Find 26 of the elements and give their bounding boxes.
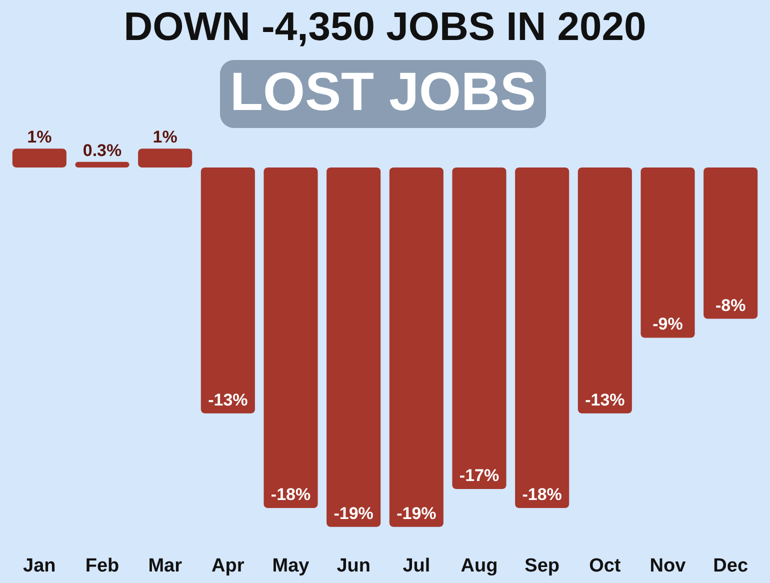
data-label: -18% bbox=[270, 484, 311, 504]
x-tick-label: Oct bbox=[589, 556, 622, 576]
data-label: -18% bbox=[522, 484, 562, 504]
x-tick-label: Nov bbox=[650, 556, 686, 576]
x-tick-label: Sep bbox=[524, 556, 560, 576]
data-label: -9% bbox=[652, 314, 683, 334]
chart-title: DOWN -4,350 JOBS IN 2020 bbox=[124, 5, 646, 49]
data-label: -13% bbox=[208, 390, 248, 410]
x-tick-label: May bbox=[272, 556, 310, 576]
x-tick-label: Jul bbox=[402, 556, 430, 576]
x-tick-label: Jun bbox=[336, 556, 370, 576]
x-tick-label: Dec bbox=[713, 556, 748, 576]
x-tick-label: Aug bbox=[460, 556, 498, 576]
data-label: -17% bbox=[459, 466, 500, 486]
x-tick-label: Mar bbox=[148, 556, 183, 576]
data-label: -19% bbox=[334, 504, 374, 523]
data-label: 0.3% bbox=[82, 140, 122, 160]
data-label: -13% bbox=[585, 390, 625, 410]
data-label: -8% bbox=[715, 296, 746, 315]
x-tick-label: Feb bbox=[85, 556, 120, 576]
data-label: -19% bbox=[396, 504, 436, 523]
x-tick-label: Jan bbox=[23, 556, 56, 576]
chart-subtitle: LOST JOBS bbox=[230, 62, 536, 122]
data-label: 1% bbox=[152, 128, 178, 147]
x-tick-label: Apr bbox=[212, 556, 245, 576]
data-label: 1% bbox=[27, 128, 52, 147]
